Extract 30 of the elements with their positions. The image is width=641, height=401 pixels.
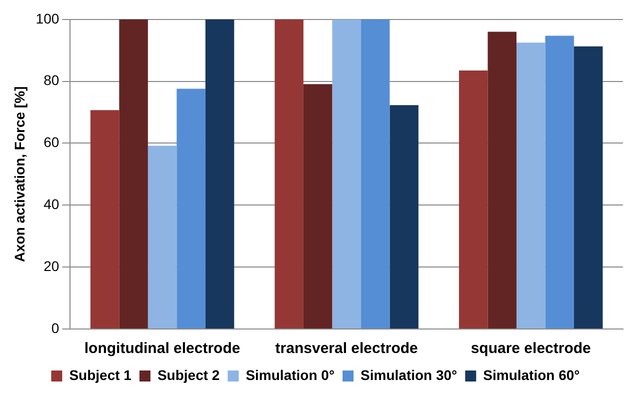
bar xyxy=(274,19,304,328)
bar xyxy=(516,42,546,328)
x-tick-label: square electrode xyxy=(470,340,591,358)
bar xyxy=(390,105,418,328)
bar xyxy=(488,32,516,328)
y-tick-label: 80 xyxy=(44,72,60,88)
legend-label: Simulation 30° xyxy=(360,366,458,383)
x-tick-label: transveral electrode xyxy=(275,340,418,358)
bar xyxy=(90,110,120,328)
y-tick-label: 100 xyxy=(36,10,60,26)
legend-label: Subject 2 xyxy=(157,366,220,383)
x-tick-label: longitudinal electrode xyxy=(84,340,240,358)
y-tick-label: 20 xyxy=(44,258,60,274)
y-tick-label: 0 xyxy=(51,320,60,336)
bar xyxy=(205,19,234,328)
bar xyxy=(332,19,361,328)
y-tick-label: 60 xyxy=(44,134,60,150)
bar xyxy=(574,46,603,328)
bar xyxy=(148,146,177,328)
bar xyxy=(176,88,206,328)
bar xyxy=(458,70,488,328)
bar xyxy=(303,84,332,328)
legend-label: Subject 1 xyxy=(69,366,132,383)
bar xyxy=(545,36,574,328)
bar xyxy=(119,19,148,328)
bar xyxy=(360,19,390,328)
y-tick-label: 40 xyxy=(44,196,60,212)
y-axis-title: Axon activation, Force [%] xyxy=(11,86,28,262)
legend-label: Simulation 60° xyxy=(483,366,580,383)
legend-label: Simulation 0° xyxy=(246,366,335,383)
